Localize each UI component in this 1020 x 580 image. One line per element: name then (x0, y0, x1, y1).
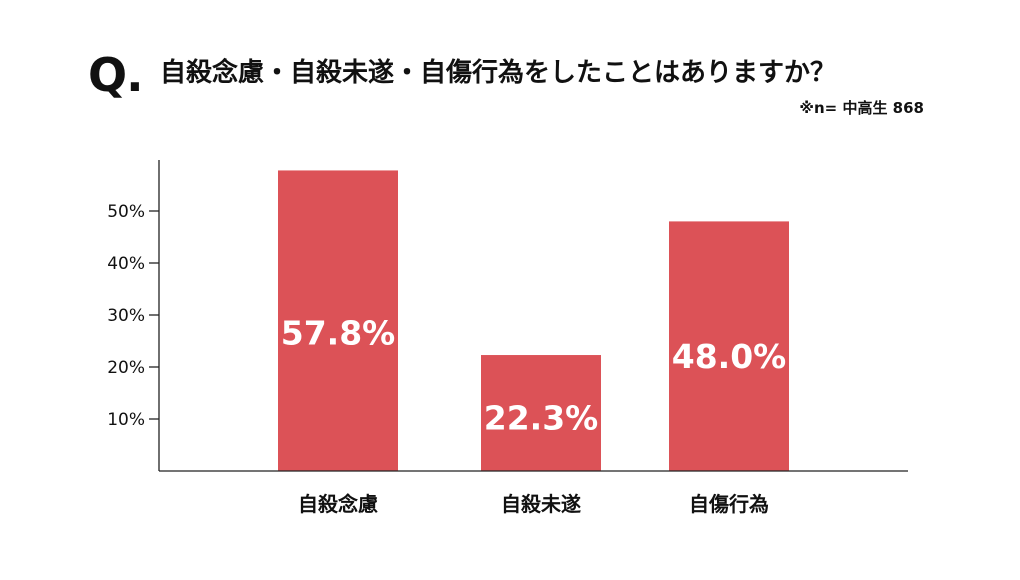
x-category-label: 自殺念慮 (298, 492, 378, 516)
question-title: 自殺念慮・自殺未遂・自傷行為をしたことはありますか？ (160, 58, 837, 88)
bar-3 (669, 221, 789, 471)
y-tick-label: 20% (107, 358, 145, 378)
y-tick-label: 10% (107, 410, 145, 430)
y-tick-label: 40% (107, 254, 145, 274)
y-tick-label: 30% (107, 306, 145, 326)
sample-size-note: ※n= 中高生 868 (799, 99, 924, 117)
bar-2 (481, 355, 601, 471)
x-category-label: 自殺未遂 (501, 492, 581, 516)
bar-1 (278, 170, 398, 471)
bar-value-label: 22.3% (484, 399, 599, 438)
question-mark-q: Q. (88, 48, 144, 102)
bar-value-label: 57.8% (281, 314, 396, 353)
y-tick-label: 50% (107, 202, 145, 222)
bar-value-label: 48.0% (672, 337, 787, 376)
x-category-label: 自傷行為 (689, 492, 769, 516)
